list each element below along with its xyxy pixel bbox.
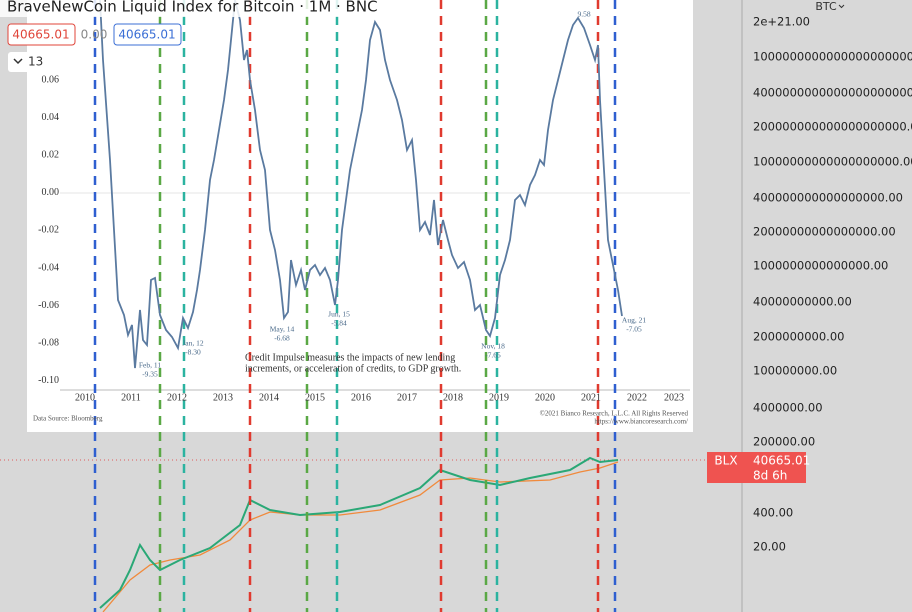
price-label: 2e+21.00 bbox=[753, 15, 810, 29]
annotation-date: Feb, 11 bbox=[139, 361, 161, 370]
x-tick-label: 2015 bbox=[305, 392, 325, 403]
y-tick-label: -0.04 bbox=[38, 262, 59, 273]
currency[interactable]: BTC bbox=[815, 0, 837, 13]
copyright: ©2021 Bianco Research, L.L.C. All Rights… bbox=[540, 410, 689, 418]
x-tick-label: 2014 bbox=[259, 392, 279, 403]
title: BraveNewCoin Liquid Index for Bitcoin · … bbox=[7, 0, 378, 16]
currency-chevron bbox=[838, 4, 845, 9]
price-label: 20.00 bbox=[753, 540, 786, 554]
y-tick-label: -0.06 bbox=[38, 300, 59, 311]
open-value: 40665.01 bbox=[12, 28, 69, 42]
overlay-image bbox=[27, 0, 693, 432]
close-value: 40665.01 bbox=[118, 28, 175, 42]
y-tick-label: -0.02 bbox=[38, 225, 59, 236]
annotation-date: Nov, 18 bbox=[481, 342, 505, 351]
x-tick-label: 2011 bbox=[121, 392, 141, 403]
y-tick-label: 0.00 bbox=[42, 187, 60, 198]
price-label: 10000000000000000000.00 bbox=[753, 155, 912, 169]
url: https://www.biancoresearch.com/ bbox=[594, 418, 688, 426]
collapse-button[interactable] bbox=[8, 52, 46, 72]
y-tick-label: 0.04 bbox=[42, 112, 60, 123]
y-tick-label: 0.02 bbox=[42, 149, 60, 160]
price-label: 10000000000000000000000.00 bbox=[753, 50, 912, 64]
x-tick-label: 2013 bbox=[213, 392, 233, 403]
annotation-value: -7.05 bbox=[626, 325, 642, 334]
x-tick-label: 2023 bbox=[664, 392, 684, 403]
price-candles bbox=[99, 456, 619, 609]
x-tick-label: 2022 bbox=[627, 392, 647, 403]
note: Credit Impulse measures the impacts of n… bbox=[245, 352, 455, 363]
x-tick-label: 2017 bbox=[397, 392, 417, 403]
change-value: 0.00 bbox=[81, 28, 108, 42]
y-tick-label: 0.06 bbox=[42, 74, 60, 85]
x-tick-label: 2010 bbox=[75, 392, 95, 403]
x-tick-label: 2021 bbox=[581, 392, 601, 403]
price-label: 400.00 bbox=[753, 506, 793, 520]
x-tick-label: 2016 bbox=[351, 392, 371, 403]
annotation-value: -9.35 bbox=[142, 370, 158, 379]
price-tag bbox=[707, 452, 806, 483]
tag-price: 40665.01 bbox=[753, 454, 810, 468]
y-tick-label: -0.10 bbox=[38, 375, 59, 386]
annotation-date: Jan, 12 bbox=[182, 339, 203, 348]
moving-average bbox=[102, 461, 619, 612]
price-label: 1000000000000000.00 bbox=[753, 259, 888, 273]
price-label: 4000000000000000000000.00 bbox=[753, 86, 912, 100]
annotation-value: -6.68 bbox=[274, 334, 290, 343]
price-label: 40000000000.00 bbox=[753, 295, 852, 309]
price-label: 400000000000000000.00 bbox=[753, 191, 903, 205]
note: increments, or acceleration of credits, … bbox=[245, 363, 461, 374]
price-label: 100000000.00 bbox=[753, 364, 837, 378]
annotation-value: -5.84 bbox=[331, 319, 347, 328]
x-tick-label: 2018 bbox=[443, 392, 463, 403]
annotation-date: May, 14 bbox=[270, 325, 295, 334]
price-label: 200000.00 bbox=[753, 435, 815, 449]
event-lines bbox=[93, 0, 617, 612]
x-tick-label: 2019 bbox=[489, 392, 509, 403]
price-label: 4000000.00 bbox=[753, 401, 823, 415]
price-label: 20000000000000000.00 bbox=[753, 225, 896, 239]
chevron-icon bbox=[13, 58, 23, 65]
price-label: 200000000000000000000.00 bbox=[753, 120, 912, 134]
close-box[interactable] bbox=[113, 23, 182, 46]
annotation-date: Aug, 21 bbox=[622, 316, 646, 325]
annotation-value: 9.58 bbox=[577, 10, 590, 19]
price-label: 2000000000.00 bbox=[753, 330, 844, 344]
x-tick-label: 2020 bbox=[535, 392, 555, 403]
tag-symbol: BLX bbox=[714, 454, 737, 468]
price-axis-pane bbox=[742, 0, 912, 612]
open-box bbox=[7, 23, 76, 46]
title-bg bbox=[0, 0, 422, 17]
source: Data Source: Bloomberg bbox=[33, 415, 103, 423]
collapse-count: 13 bbox=[28, 55, 43, 69]
x-tick-label: 2012 bbox=[167, 392, 187, 403]
annotation-value: -7.65 bbox=[485, 351, 501, 360]
annotation-date: Jun, 15 bbox=[328, 310, 350, 319]
annotation-value: -8.30 bbox=[185, 348, 201, 357]
credit-impulse-line bbox=[99, 0, 623, 369]
y-tick-label: -0.08 bbox=[38, 337, 59, 348]
tag-countdown: 8d 6h bbox=[753, 469, 787, 483]
